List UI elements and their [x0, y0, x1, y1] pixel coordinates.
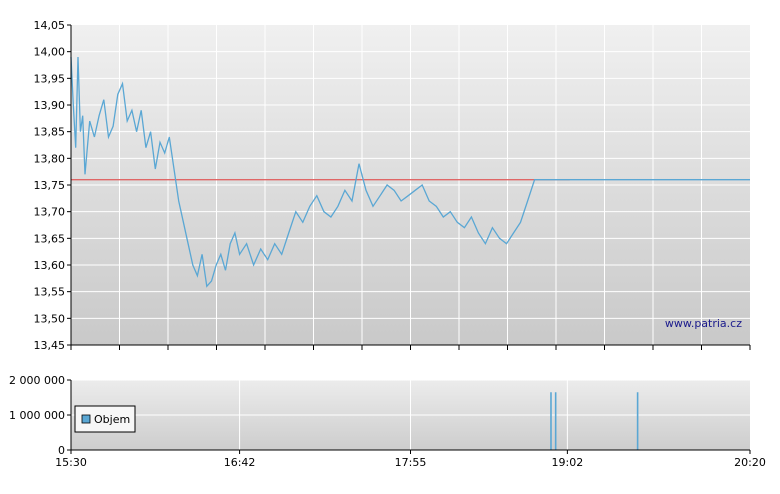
volume-x-tick-label: 17:55	[395, 456, 427, 469]
volume-x-tick-label: 15:30	[55, 456, 87, 469]
price-y-tick-label: 13,90	[34, 99, 66, 112]
price-y-tick-label: 14,05	[34, 19, 66, 32]
price-y-tick-label: 13,50	[34, 312, 66, 325]
volume-bars	[550, 392, 639, 450]
volume-y-tick-label: 2 000 000	[9, 374, 65, 387]
price-grid	[71, 25, 750, 345]
volume-x-tick-label: 19:02	[552, 456, 584, 469]
price-y-tick-label: 13,55	[34, 286, 66, 299]
price-y-tick-label: 13,65	[34, 232, 66, 245]
price-series-line	[70, 56, 750, 288]
volume-y-tick-label: 1 000 000	[9, 409, 65, 422]
price-panel: 14,05 14,00 13,95 13,90 13,85 13,80 13,75 13,70…	[34, 19, 751, 352]
price-x-axis	[70, 345, 751, 350]
volume-bar	[550, 392, 552, 450]
price-y-tick-label: 13,95	[34, 72, 66, 85]
volume-bar	[636, 392, 639, 450]
price-y-tick-label: 14,00	[34, 46, 66, 59]
watermark: www.patria.cz	[665, 317, 742, 330]
price-y-tick-label: 13,85	[34, 126, 66, 139]
volume-legend: Objem	[74, 405, 136, 433]
price-y-tick-label: 13,75	[34, 179, 66, 192]
volume-x-axis: 15:30 16:42 17:55 19:02 20:20	[55, 450, 766, 469]
price-y-tick-label: 13,70	[34, 206, 66, 219]
legend-label: Objem	[94, 413, 130, 426]
volume-panel: 2 000 000 1 000 000 0 15:30 16:42 17:55 19:02…	[9, 374, 766, 469]
volume-x-tick-label: 16:42	[224, 456, 256, 469]
volume-y-tick-label: 0	[58, 444, 65, 457]
price-y-tick-label: 13,80	[34, 152, 66, 165]
volume-bar	[554, 392, 557, 450]
price-y-axis: 14,05 14,00 13,95 13,90 13,85 13,80 13,75 13,70…	[34, 19, 71, 352]
price-y-tick-label: 13,45	[34, 339, 66, 352]
legend-swatch	[81, 414, 91, 424]
price-y-tick-label: 13,60	[34, 259, 66, 272]
volume-x-tick-label: 20:20	[734, 456, 766, 469]
volume-y-axis: 2 000 000 1 000 000 0	[9, 374, 71, 457]
